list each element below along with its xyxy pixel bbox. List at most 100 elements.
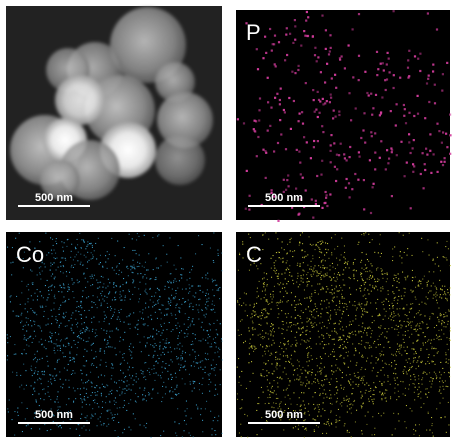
- signal-dot: [321, 372, 322, 373]
- signal-dot: [168, 342, 169, 343]
- signal-dot: [248, 327, 249, 328]
- signal-dot: [258, 335, 259, 336]
- signal-dot: [101, 413, 102, 414]
- signal-dot: [167, 262, 168, 263]
- signal-dot: [398, 273, 399, 274]
- signal-dot: [373, 367, 374, 368]
- signal-dot: [87, 397, 88, 398]
- signal-dot: [278, 273, 279, 274]
- signal-dot: [249, 330, 250, 331]
- signal-dot: [391, 362, 392, 363]
- signal-dot: [445, 416, 446, 417]
- signal-dot: [166, 338, 167, 339]
- signal-dot: [25, 325, 26, 326]
- signal-dot: [419, 70, 421, 72]
- signal-dot: [271, 344, 272, 345]
- signal-dot: [268, 239, 269, 240]
- signal-dot: [83, 328, 84, 329]
- signal-dot: [325, 197, 327, 199]
- signal-dot: [444, 372, 445, 373]
- signal-dot: [217, 334, 218, 335]
- signal-dot: [150, 288, 151, 289]
- signal-dot: [39, 428, 40, 429]
- signal-dot: [315, 382, 316, 383]
- signal-dot: [75, 310, 76, 311]
- signal-dot: [292, 280, 293, 281]
- signal-dot: [256, 348, 257, 349]
- signal-dot: [169, 298, 170, 299]
- signal-dot: [374, 132, 376, 134]
- signal-dot: [291, 71, 293, 73]
- signal-dot: [113, 420, 114, 421]
- signal-dot: [361, 344, 362, 345]
- signal-dot: [155, 292, 156, 293]
- signal-dot: [311, 269, 312, 270]
- signal-dot: [191, 303, 192, 304]
- signal-dot: [417, 329, 418, 330]
- signal-dot: [376, 308, 377, 309]
- signal-dot: [128, 389, 129, 390]
- signal-dot: [151, 437, 152, 438]
- signal-dot: [181, 278, 182, 279]
- signal-dot: [26, 385, 27, 386]
- signal-dot: [278, 303, 279, 304]
- signal-dot: [22, 353, 23, 354]
- signal-dot: [253, 310, 254, 311]
- signal-dot: [325, 275, 326, 276]
- signal-dot: [54, 262, 55, 263]
- signal-dot: [334, 288, 335, 289]
- signal-dot: [368, 385, 369, 386]
- signal-dot: [299, 284, 300, 285]
- signal-dot: [427, 361, 428, 362]
- signal-dot: [178, 357, 179, 358]
- signal-dot: [369, 279, 370, 280]
- signal-dot: [280, 133, 282, 135]
- signal-dot: [383, 319, 384, 320]
- signal-dot: [33, 300, 34, 301]
- signal-dot: [336, 154, 338, 156]
- signal-dot: [199, 383, 200, 384]
- scale-bar-label: 500 nm: [265, 192, 303, 204]
- signal-dot: [195, 358, 196, 359]
- signal-dot: [57, 345, 58, 346]
- signal-dot: [162, 361, 163, 362]
- signal-dot: [194, 296, 195, 297]
- signal-dot: [271, 407, 272, 408]
- signal-dot: [184, 302, 185, 303]
- signal-dot: [276, 302, 277, 303]
- signal-dot: [279, 404, 280, 405]
- signal-dot: [441, 289, 442, 290]
- signal-dot: [50, 270, 51, 271]
- signal-dot: [358, 386, 359, 387]
- signal-dot: [395, 315, 396, 316]
- signal-dot: [419, 325, 420, 326]
- signal-dot: [428, 413, 429, 414]
- signal-dot: [320, 289, 321, 290]
- signal-dot: [303, 392, 304, 393]
- signal-dot: [210, 382, 211, 383]
- signal-dot: [385, 363, 386, 364]
- signal-dot: [384, 273, 385, 274]
- signal-dot: [171, 313, 172, 314]
- signal-dot: [252, 321, 253, 322]
- signal-dot: [239, 432, 240, 433]
- signal-dot: [251, 361, 252, 362]
- signal-dot: [51, 290, 52, 291]
- signal-dot: [255, 120, 257, 122]
- signal-dot: [130, 266, 131, 267]
- signal-dot: [209, 379, 210, 380]
- signal-dot: [78, 252, 79, 253]
- signal-dot: [393, 355, 394, 356]
- signal-dot: [31, 325, 32, 326]
- signal-dot: [278, 313, 279, 314]
- signal-dot: [340, 143, 342, 145]
- signal-dot: [111, 238, 112, 239]
- signal-dot: [381, 394, 382, 395]
- signal-dot: [361, 316, 362, 317]
- signal-dot: [399, 346, 400, 347]
- signal-dot: [103, 283, 104, 284]
- signal-dot: [205, 316, 206, 317]
- signal-dot: [300, 235, 301, 236]
- signal-dot: [332, 117, 334, 119]
- signal-dot: [181, 365, 182, 366]
